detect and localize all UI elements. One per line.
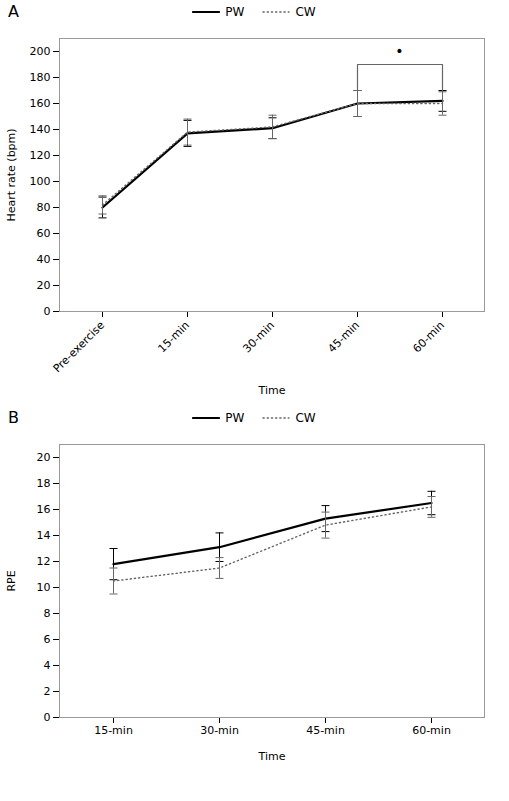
svg-text:12: 12 (37, 555, 51, 568)
svg-text:160: 160 (30, 97, 51, 110)
svg-text:140: 140 (30, 123, 51, 136)
svg-text:2: 2 (44, 685, 51, 698)
html-text:PW: PW (225, 5, 245, 19)
svg-text:100: 100 (30, 175, 51, 188)
svg-text:4: 4 (44, 659, 51, 672)
svg-text:Heart rate (bpm): Heart rate (bpm) (5, 128, 18, 221)
html-text:PW: PW (225, 411, 245, 425)
html-text:B: B (8, 408, 19, 427)
svg-text:30-min: 30-min (241, 319, 278, 356)
svg-text:30-min: 30-min (200, 724, 239, 737)
svg-text:0: 0 (44, 711, 51, 724)
svg-text:10: 10 (37, 581, 51, 594)
svg-text:80: 80 (37, 201, 51, 214)
svg-text:60: 60 (37, 227, 51, 240)
svg-text:40: 40 (37, 253, 51, 266)
svg-text:15-min: 15-min (156, 319, 193, 356)
svg-text:Time: Time (258, 384, 286, 397)
svg-text:20: 20 (37, 451, 51, 464)
svg-text:•: • (395, 43, 403, 59)
svg-text:20: 20 (37, 279, 51, 292)
html-text:A: A (8, 2, 19, 21)
html-text:CW: CW (295, 5, 316, 19)
svg-text:Time: Time (258, 750, 286, 763)
svg-text:200: 200 (30, 45, 51, 58)
html-text:CW: CW (295, 411, 316, 425)
svg-text:120: 120 (30, 149, 51, 162)
svg-text:14: 14 (37, 529, 51, 542)
svg-text:60-min: 60-min (412, 724, 451, 737)
svg-text:15-min: 15-min (94, 724, 133, 737)
svg-text:0: 0 (44, 305, 51, 318)
svg-text:8: 8 (44, 607, 51, 620)
svg-text:RPE: RPE (5, 570, 18, 591)
svg-text:45-min: 45-min (306, 724, 345, 737)
svg-text:45-min: 45-min (326, 319, 363, 356)
svg-text:Pre-exercise: Pre-exercise (51, 319, 108, 376)
svg-text:6: 6 (44, 633, 51, 646)
svg-text:180: 180 (30, 71, 51, 84)
svg-text:16: 16 (37, 503, 51, 516)
svg-text:18: 18 (37, 477, 51, 490)
svg-text:60-min: 60-min (411, 319, 448, 356)
